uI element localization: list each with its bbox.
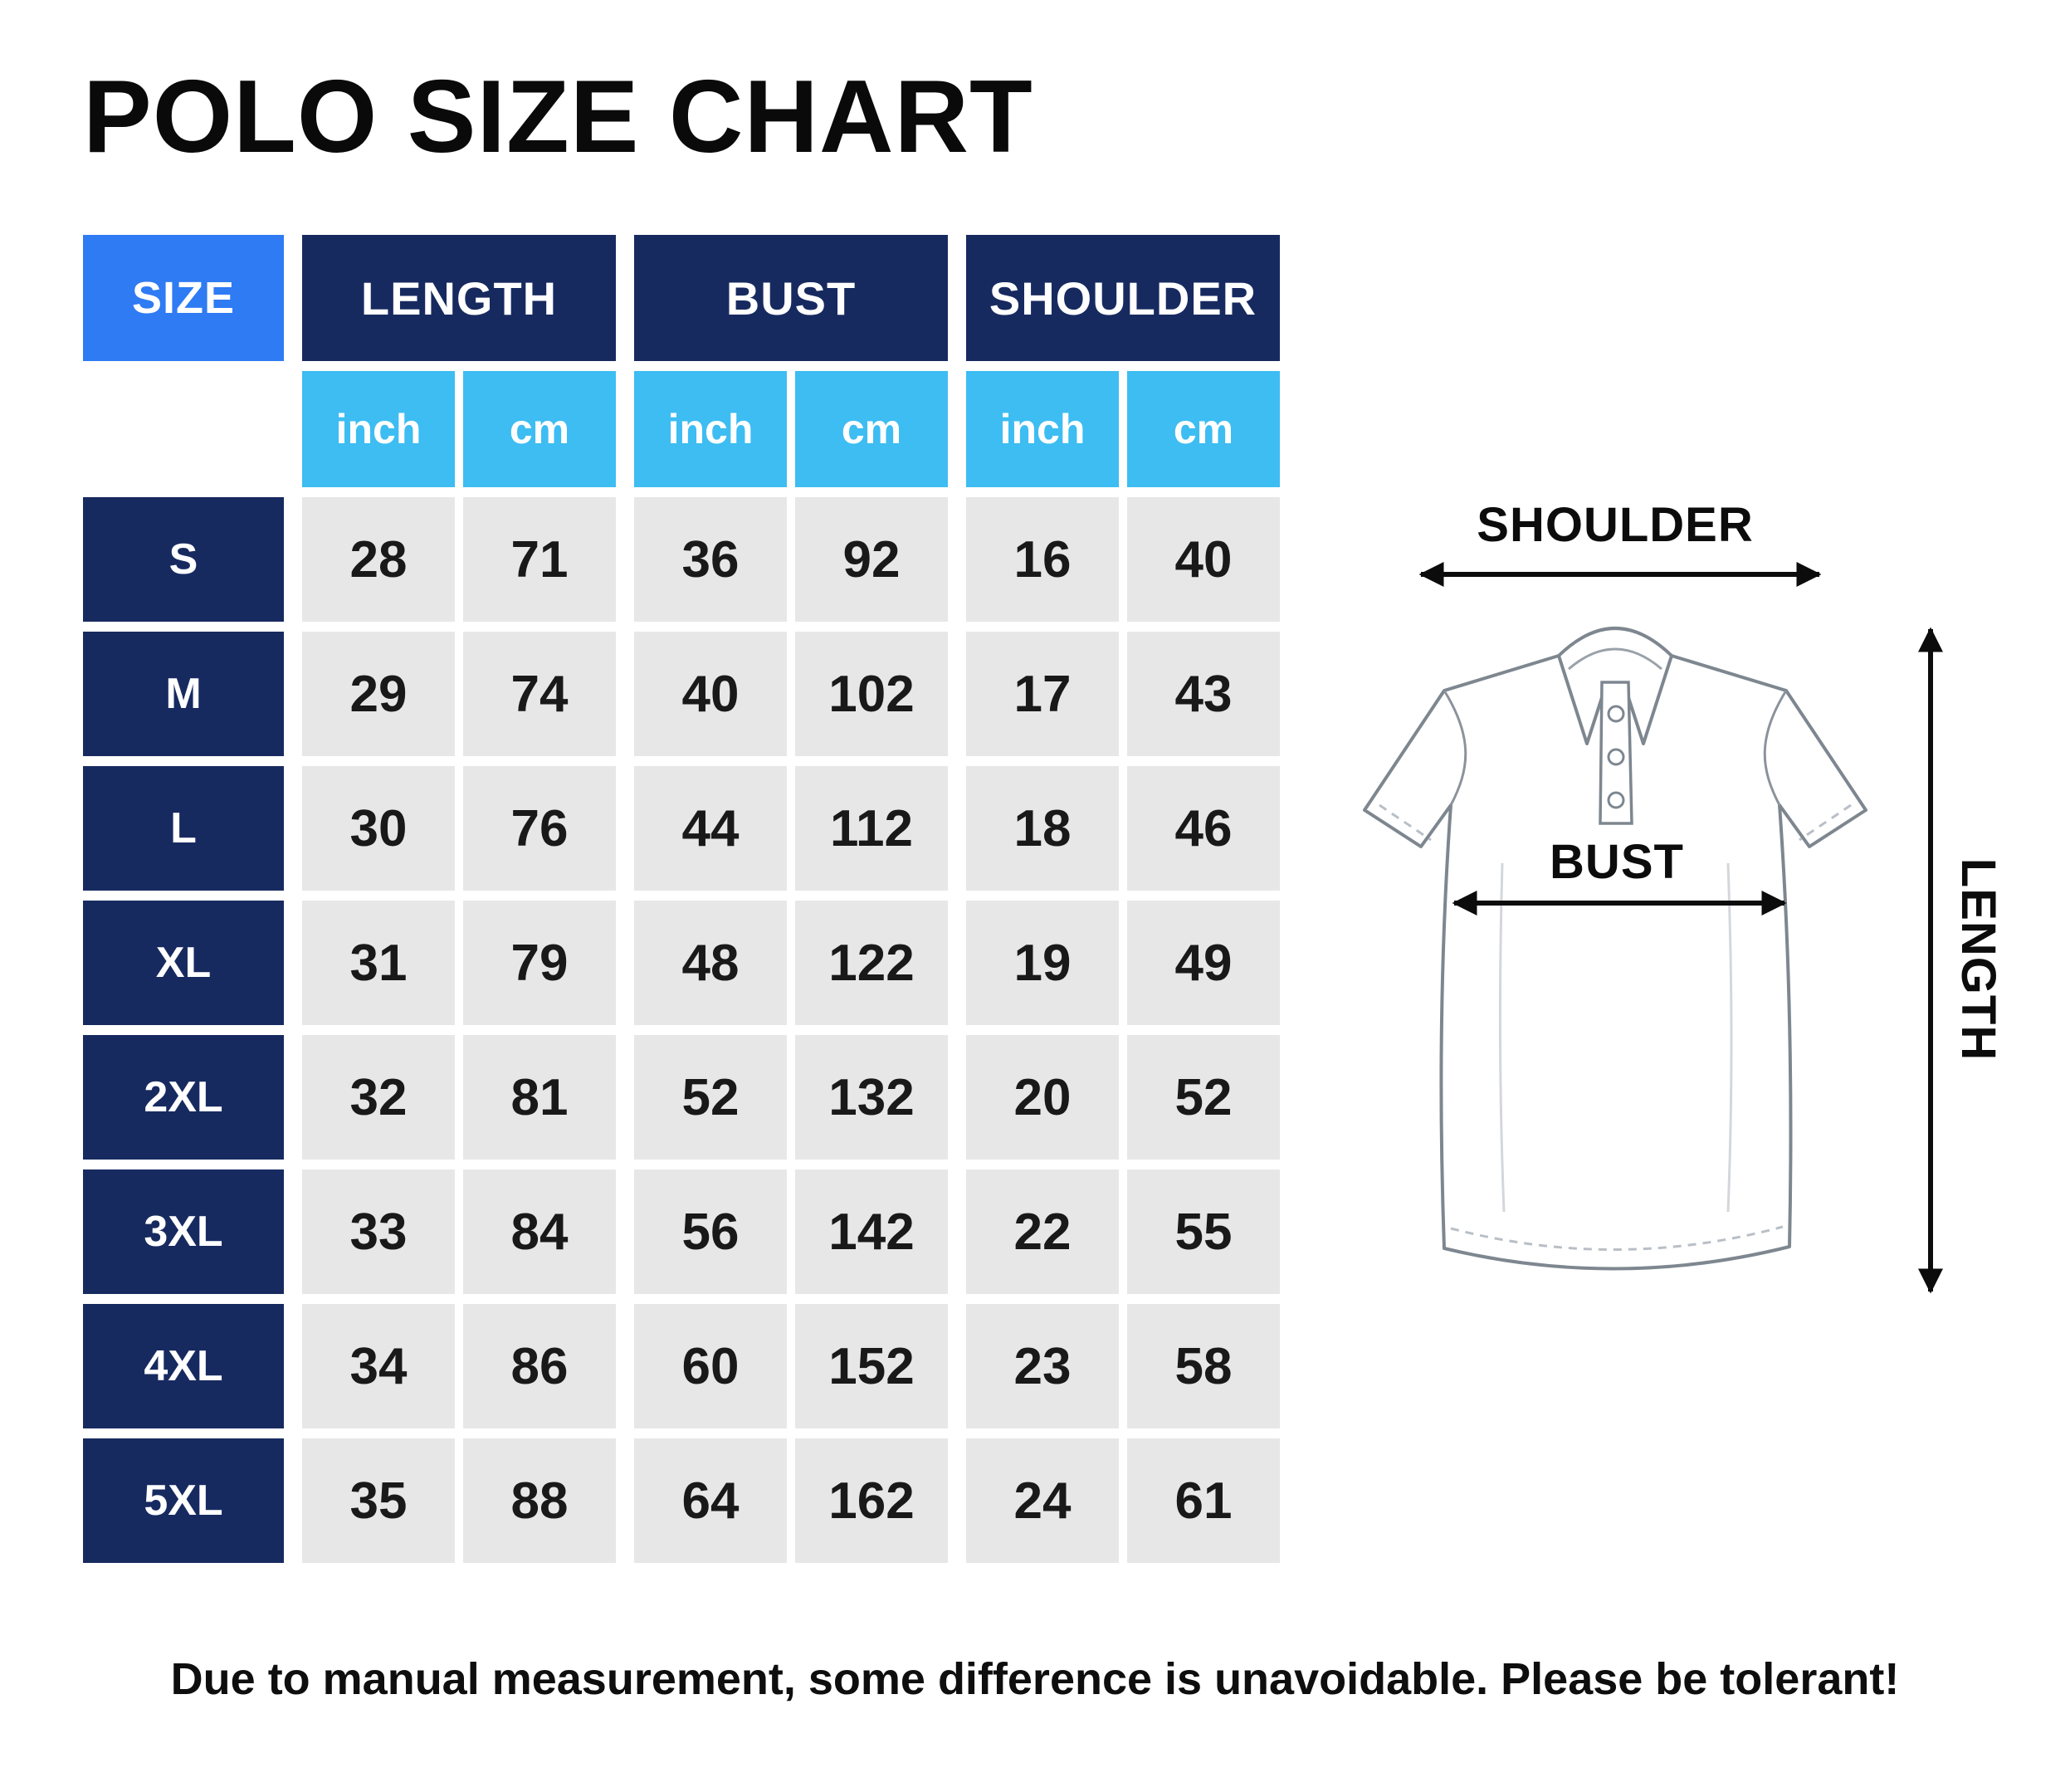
table-cell: 16 — [966, 497, 1119, 622]
size-row-label: M — [83, 632, 284, 756]
size-chart-table: SIZE LENGTH BUST SHOULDER inch cm inch c… — [83, 235, 1280, 1563]
table-cell: 29 — [302, 632, 455, 756]
size-row-label: 4XL — [83, 1304, 284, 1428]
size-row-label: L — [83, 766, 284, 891]
unit-header-length-inch: inch — [302, 371, 455, 487]
size-row-label: 2XL — [83, 1035, 284, 1160]
table-cell: 36 — [634, 497, 787, 622]
table-cell: 20 — [966, 1035, 1119, 1160]
table-cell: 48 — [634, 901, 787, 1025]
table-cell: 76 — [463, 766, 616, 891]
table-cell: 40 — [1127, 497, 1280, 622]
size-row-label: 3XL — [83, 1169, 284, 1294]
table-cell: 35 — [302, 1438, 455, 1563]
table-cell: 64 — [634, 1438, 787, 1563]
table-cell: 55 — [1127, 1169, 1280, 1294]
table-cell: 49 — [1127, 901, 1280, 1025]
unit-header-shoulder-cm: cm — [1127, 371, 1280, 487]
table-cell: 32 — [302, 1035, 455, 1160]
table-cell: 60 — [634, 1304, 787, 1428]
table-cell: 81 — [463, 1035, 616, 1160]
table-cell: 22 — [966, 1169, 1119, 1294]
table-cell: 44 — [634, 766, 787, 891]
size-column-header: SIZE — [83, 235, 284, 361]
length-header: LENGTH — [302, 235, 616, 361]
shoulder-header: SHOULDER — [966, 235, 1280, 361]
table-cell: 30 — [302, 766, 455, 891]
table-cell: 92 — [795, 497, 948, 622]
table-cell: 112 — [795, 766, 948, 891]
table-cell: 86 — [463, 1304, 616, 1428]
unit-header-shoulder-inch: inch — [966, 371, 1119, 487]
unit-header-bust-inch: inch — [634, 371, 787, 487]
size-row-label: 5XL — [83, 1438, 284, 1563]
table-cell: 19 — [966, 901, 1119, 1025]
unit-header-length-cm: cm — [463, 371, 616, 487]
size-row-label: XL — [83, 901, 284, 1025]
bust-header: BUST — [634, 235, 948, 361]
table-cell: 52 — [1127, 1035, 1280, 1160]
table-cell: 79 — [463, 901, 616, 1025]
table-cell: 102 — [795, 632, 948, 756]
table-cell: 31 — [302, 901, 455, 1025]
table-cell: 23 — [966, 1304, 1119, 1428]
table-cell: 46 — [1127, 766, 1280, 891]
table-cell: 152 — [795, 1304, 948, 1428]
table-cell: 58 — [1127, 1304, 1280, 1428]
table-cell: 142 — [795, 1169, 948, 1294]
shoulder-label: SHOULDER — [1477, 498, 1753, 552]
table-cell: 74 — [463, 632, 616, 756]
table-cell: 28 — [302, 497, 455, 622]
size-row-label: S — [83, 497, 284, 622]
bust-label: BUST — [1550, 835, 1684, 889]
table-cell: 71 — [463, 497, 616, 622]
table-cell: 34 — [302, 1304, 455, 1428]
table-cell: 52 — [634, 1035, 787, 1160]
table-cell: 40 — [634, 632, 787, 756]
table-cell: 24 — [966, 1438, 1119, 1563]
table-cell: 43 — [1127, 632, 1280, 756]
footer-note: Due to manual measurement, some differen… — [170, 1654, 1900, 1704]
polo-shirt — [1363, 627, 1867, 1271]
table-cell: 33 — [302, 1169, 455, 1294]
table-cell: 61 — [1127, 1438, 1280, 1563]
table-cell: 56 — [634, 1169, 787, 1294]
measurement-diagram: SHOULDER BUST LENGTH — [1295, 465, 2062, 1361]
table-cell: 88 — [463, 1438, 616, 1563]
unit-header-bust-cm: cm — [795, 371, 948, 487]
table-cell: 122 — [795, 901, 948, 1025]
page-title: POLO SIZE CHART — [83, 60, 1033, 174]
table-cell: 18 — [966, 766, 1119, 891]
length-label: LENGTH — [1951, 858, 2005, 1061]
table-cell: 84 — [463, 1169, 616, 1294]
polo-shirt-illustration: SHOULDER BUST LENGTH — [1363, 498, 2005, 1294]
table-cell: 17 — [966, 632, 1119, 756]
table-cell: 162 — [795, 1438, 948, 1563]
table-cell: 132 — [795, 1035, 948, 1160]
